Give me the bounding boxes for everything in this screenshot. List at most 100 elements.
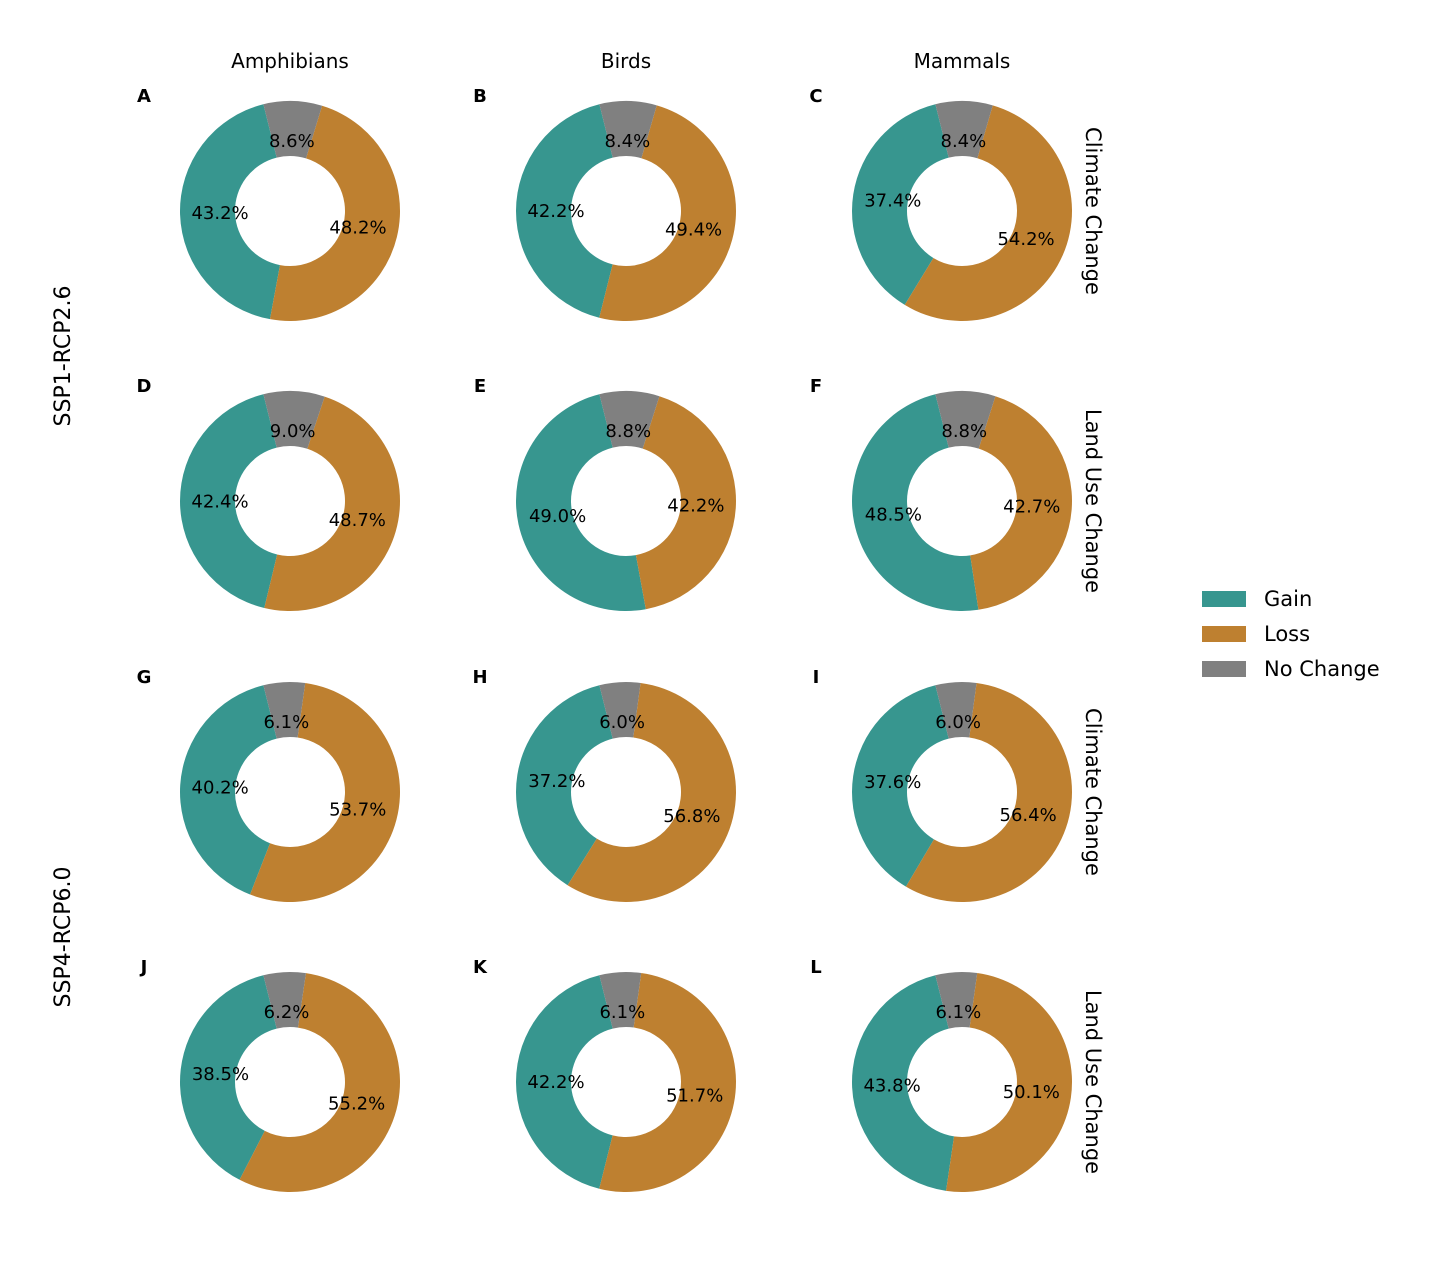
donut-panel-H: 37.2% 56.8% 6.0% H — [472, 667, 736, 903]
slice-percent-label: 49.0% — [529, 506, 586, 527]
donut-slice-no-change — [263, 972, 306, 1029]
donut-slice-gain — [180, 975, 277, 1180]
donut-slice-gain — [516, 685, 613, 886]
row-title: Climate Change — [1081, 127, 1105, 295]
slice-percent-label: 48.7% — [329, 510, 386, 531]
slice-percent-label: 42.4% — [191, 491, 248, 512]
scenario-title: SSP1-RCP2.6 — [51, 286, 76, 427]
slice-percent-label: 43.2% — [191, 203, 248, 224]
slice-percent-label: 6.1% — [599, 1002, 645, 1023]
legend-label: Loss — [1264, 622, 1310, 646]
donut-panel-K: 42.2% 51.7% 6.1% K — [473, 957, 736, 1192]
donut-panels: 43.2% 48.2% 8.6% A 42.2% 49.4% 8.4% B 37.4% 54.2%… — [137, 86, 1073, 1193]
donut-slice-gain — [179, 685, 277, 895]
legend-label: Gain — [1264, 587, 1312, 611]
slice-percent-label: 6.1% — [263, 712, 309, 733]
donut-slice-gain — [852, 104, 949, 305]
slice-percent-label: 38.5% — [192, 1064, 249, 1085]
column-title: Mammals — [914, 49, 1011, 73]
donut-panel-L: 43.8% 50.1% 6.1% L — [810, 957, 1073, 1193]
slice-percent-label: 8.4% — [605, 131, 651, 152]
donut-panel-D: 42.4% 48.7% 9.0% D — [137, 376, 400, 611]
slice-percent-label: 43.8% — [863, 1075, 920, 1096]
donut-slice-gain — [515, 394, 646, 612]
legend: Gain Loss No Change — [1202, 587, 1380, 681]
donut-slice-loss — [269, 105, 400, 321]
donut-slice-loss — [905, 682, 1072, 902]
donut-slice-no-change — [599, 682, 641, 739]
slice-percent-label: 8.6% — [269, 131, 315, 152]
panel-letter: L — [810, 957, 821, 978]
slice-percent-label: 56.8% — [663, 806, 720, 827]
slice-percent-label: 54.2% — [997, 229, 1054, 250]
row-title: Land Use Change — [1081, 990, 1105, 1174]
slice-percent-label: 8.8% — [605, 421, 651, 442]
panel-letter: C — [809, 86, 822, 107]
column-titles: Amphibians Birds Mammals — [231, 49, 1010, 73]
column-title: Birds — [601, 49, 651, 73]
slice-percent-label: 8.8% — [941, 421, 987, 442]
panel-letter: D — [137, 376, 152, 397]
donut-panel-J: 38.5% 55.2% 6.2% J — [139, 957, 401, 1192]
slice-percent-label: 48.2% — [329, 218, 386, 239]
donut-slice-gain — [852, 685, 949, 887]
donut-panel-B: 42.2% 49.4% 8.4% B — [473, 86, 736, 321]
donut-slice-gain — [851, 394, 979, 611]
donut-panel-G: 40.2% 53.7% 6.1% G — [137, 667, 401, 903]
donut-slice-no-change — [263, 682, 306, 739]
slice-percent-label: 37.6% — [864, 772, 921, 793]
slice-percent-label: 51.7% — [666, 1085, 723, 1106]
slice-percent-label: 42.2% — [527, 1072, 584, 1093]
donut-slice-loss — [904, 105, 1072, 321]
slice-percent-label: 48.5% — [865, 505, 922, 526]
slice-percent-label: 8.4% — [941, 131, 987, 152]
slice-percent-label: 55.2% — [328, 1093, 385, 1114]
slice-percent-label: 50.1% — [1003, 1082, 1060, 1103]
slice-percent-label: 6.0% — [599, 712, 645, 733]
donut-slice-no-change — [599, 390, 660, 449]
legend-swatch — [1202, 626, 1246, 642]
donut-slice-no-change — [599, 100, 657, 159]
panel-letter: E — [474, 376, 486, 397]
panel-letter: G — [137, 667, 152, 688]
donut-panel-F: 48.5% 42.7% 8.8% F — [810, 376, 1072, 611]
slice-percent-label: 53.7% — [329, 800, 386, 821]
slice-percent-label: 6.2% — [264, 1002, 310, 1023]
donut-slice-gain — [516, 104, 613, 318]
legend-label: No Change — [1264, 657, 1380, 681]
donut-slice-loss — [599, 973, 736, 1192]
donut-panel-A: 43.2% 48.2% 8.6% A — [137, 86, 400, 321]
slice-percent-label: 6.0% — [935, 712, 981, 733]
donut-slice-no-change — [935, 100, 993, 159]
donut-panel-I: 37.6% 56.4% 6.0% I — [813, 667, 1072, 902]
legend-swatch — [1202, 661, 1246, 677]
donut-slice-no-change — [935, 972, 978, 1029]
slice-percent-label: 9.0% — [270, 421, 316, 442]
donut-slice-no-change — [263, 101, 323, 159]
donut-slice-loss — [264, 396, 400, 611]
slice-percent-label: 37.2% — [528, 771, 585, 792]
panel-letter: J — [139, 957, 148, 978]
slice-percent-label: 49.4% — [665, 219, 722, 240]
slice-percent-label: 42.2% — [527, 201, 584, 222]
panel-letter: B — [473, 86, 487, 107]
slice-percent-label: 40.2% — [192, 778, 249, 799]
donut-slice-gain — [179, 104, 280, 320]
row-titles: Climate Change Land Use Change Climate Cha… — [1081, 127, 1105, 1174]
row-title: Land Use Change — [1081, 409, 1105, 593]
slice-percent-label: 42.2% — [667, 495, 724, 516]
donut-panel-C: 37.4% 54.2% 8.4% C — [809, 86, 1072, 321]
donut-slice-loss — [239, 973, 401, 1192]
legend-swatch — [1202, 591, 1246, 607]
donut-slice-loss — [946, 973, 1073, 1193]
panel-letter: I — [813, 667, 820, 688]
slice-percent-label: 42.7% — [1003, 497, 1060, 518]
scenario-title: SSP4-RCP6.0 — [51, 867, 76, 1008]
donut-slice-no-change — [935, 682, 977, 739]
panel-letter: F — [810, 376, 822, 397]
panel-letter: A — [137, 86, 151, 107]
donut-slice-loss — [635, 396, 736, 610]
donut-slice-gain — [515, 975, 613, 1189]
donut-slice-gain — [852, 975, 955, 1191]
donut-slice-loss — [250, 683, 401, 903]
